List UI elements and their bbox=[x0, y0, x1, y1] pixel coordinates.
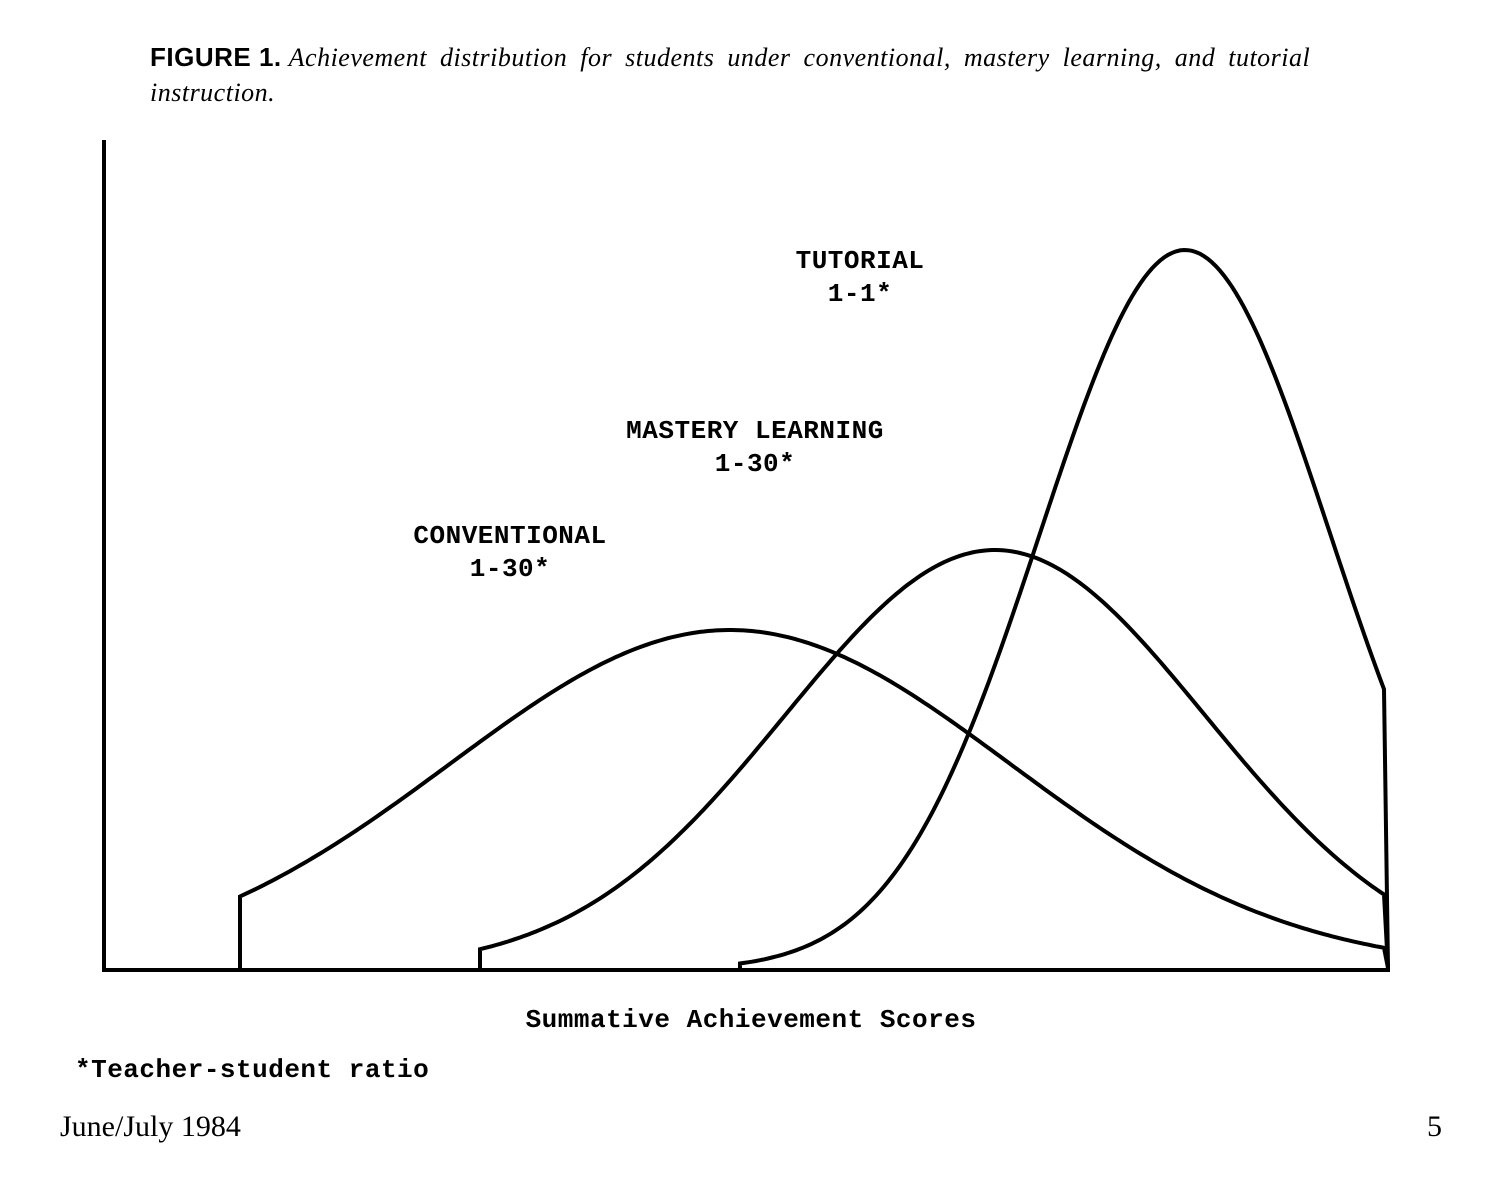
curve-label-line1: TUTORIAL bbox=[796, 245, 925, 278]
footnote: *Teacher-student ratio bbox=[75, 1055, 429, 1085]
curve-label-mastery: MASTERY LEARNING1-30* bbox=[626, 415, 884, 480]
figure-label: FIGURE 1. bbox=[150, 42, 282, 72]
curve-tutorial bbox=[740, 250, 1388, 969]
curve-mastery bbox=[480, 550, 1388, 969]
curve-label-conventional: CONVENTIONAL1-30* bbox=[413, 520, 606, 585]
chart-area: CONVENTIONAL1-30*MASTERY LEARNING1-30*TU… bbox=[100, 140, 1400, 1020]
x-axis-label: Summative Achievement Scores bbox=[0, 1005, 1502, 1035]
figure-page: FIGURE 1. Achievement distribution for s… bbox=[0, 0, 1502, 1179]
curve-label-line2: 1-30* bbox=[413, 553, 606, 586]
footer-page-number: 5 bbox=[1427, 1110, 1442, 1144]
curve-label-line2: 1-1* bbox=[796, 278, 925, 311]
figure-caption-text: Achievement distribution for students un… bbox=[150, 43, 1310, 107]
figure-caption: FIGURE 1. Achievement distribution for s… bbox=[150, 40, 1370, 110]
distribution-chart bbox=[100, 140, 1400, 1020]
curve-label-tutorial: TUTORIAL1-1* bbox=[796, 245, 925, 310]
curve-label-line1: MASTERY LEARNING bbox=[626, 415, 884, 448]
footer-date: June/July 1984 bbox=[60, 1110, 241, 1144]
curve-label-line2: 1-30* bbox=[626, 448, 884, 481]
curve-label-line1: CONVENTIONAL bbox=[413, 520, 606, 553]
